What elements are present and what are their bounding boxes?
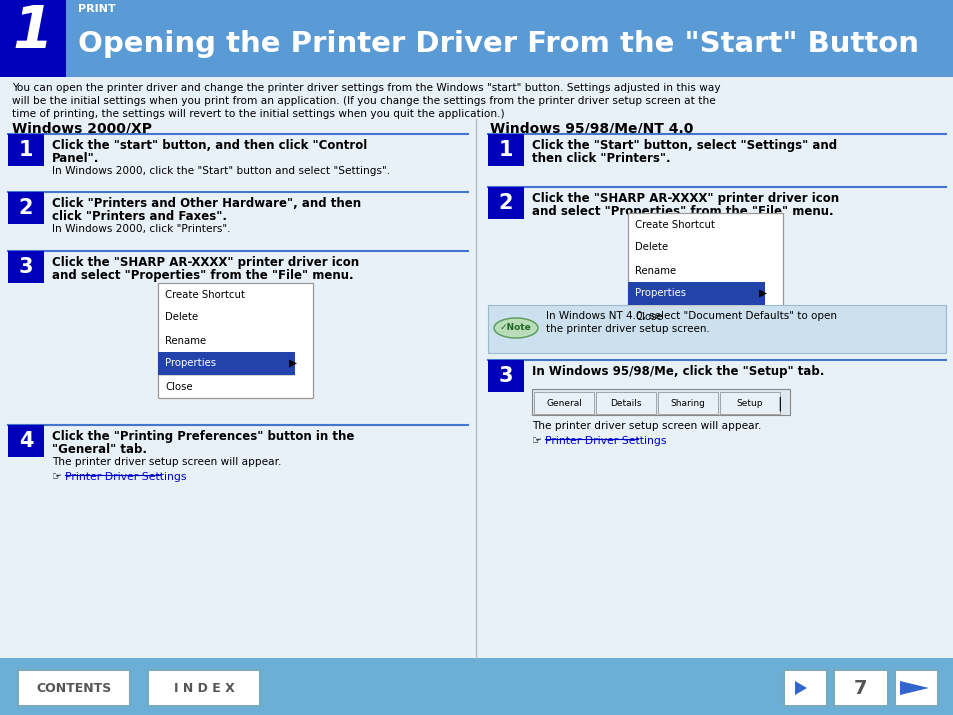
Bar bbox=[8, 134, 44, 166]
Text: Close: Close bbox=[635, 312, 662, 322]
Text: "General" tab.: "General" tab. bbox=[52, 443, 147, 456]
Polygon shape bbox=[759, 290, 766, 297]
Text: Printer Driver Settings: Printer Driver Settings bbox=[65, 472, 186, 482]
Text: In Windows 2000, click "Printers".: In Windows 2000, click "Printers". bbox=[52, 224, 231, 234]
Bar bbox=[158, 283, 313, 398]
Bar bbox=[8, 425, 44, 457]
Bar bbox=[894, 670, 937, 706]
Bar bbox=[627, 282, 764, 305]
Text: Click the "SHARP AR-XXXX" printer driver icon: Click the "SHARP AR-XXXX" printer driver… bbox=[52, 256, 358, 269]
Bar bbox=[658, 392, 718, 414]
Text: Delete: Delete bbox=[635, 242, 667, 252]
Bar bbox=[18, 670, 130, 706]
Bar bbox=[627, 213, 782, 328]
Text: Click the "SHARP AR-XXXX" printer driver icon: Click the "SHARP AR-XXXX" printer driver… bbox=[532, 192, 839, 205]
Text: ☞: ☞ bbox=[532, 436, 541, 446]
Text: General: General bbox=[545, 398, 581, 408]
Bar bbox=[720, 392, 780, 414]
Bar bbox=[532, 389, 789, 415]
Text: 2: 2 bbox=[498, 193, 513, 213]
Bar bbox=[783, 670, 826, 706]
Text: 3: 3 bbox=[19, 257, 33, 277]
Text: Sharing: Sharing bbox=[670, 398, 704, 408]
Text: click "Printers and Faxes".: click "Printers and Faxes". bbox=[52, 210, 227, 223]
Text: Create Shortcut: Create Shortcut bbox=[635, 220, 714, 230]
Text: Close: Close bbox=[165, 382, 193, 392]
Text: 7: 7 bbox=[853, 679, 867, 698]
Text: then click "Printers".: then click "Printers". bbox=[532, 152, 670, 165]
Text: Properties: Properties bbox=[635, 288, 685, 298]
Bar bbox=[0, 0, 953, 77]
Text: CONTENTS: CONTENTS bbox=[36, 681, 112, 694]
Bar bbox=[148, 670, 260, 706]
Text: In Windows 95/98/Me, click the "Setup" tab.: In Windows 95/98/Me, click the "Setup" t… bbox=[532, 365, 823, 378]
Bar bbox=[0, 658, 953, 715]
Text: time of printing, the settings will revert to the initial settings when you quit: time of printing, the settings will reve… bbox=[12, 109, 504, 119]
Text: You can open the printer driver and change the printer driver settings from the : You can open the printer driver and chan… bbox=[12, 83, 720, 93]
Text: Click "Printers and Other Hardware", and then: Click "Printers and Other Hardware", and… bbox=[52, 197, 361, 210]
Bar bbox=[488, 134, 523, 166]
Text: ✓Note: ✓Note bbox=[499, 323, 532, 332]
Text: Setup: Setup bbox=[736, 398, 762, 408]
Text: 4: 4 bbox=[19, 431, 33, 451]
Text: 1: 1 bbox=[19, 140, 33, 160]
Text: ☞: ☞ bbox=[52, 472, 62, 482]
Text: Windows 2000/XP: Windows 2000/XP bbox=[12, 121, 152, 135]
Text: 1: 1 bbox=[12, 4, 53, 61]
Bar bbox=[8, 192, 44, 224]
Text: I N D E X: I N D E X bbox=[173, 681, 234, 694]
Text: 3: 3 bbox=[498, 366, 513, 386]
Text: 2: 2 bbox=[19, 198, 33, 218]
Text: Windows 95/98/Me/NT 4.0: Windows 95/98/Me/NT 4.0 bbox=[490, 121, 693, 135]
Text: Panel".: Panel". bbox=[52, 152, 99, 165]
Text: In Windows 2000, click the "Start" button and select "Settings".: In Windows 2000, click the "Start" butto… bbox=[52, 166, 390, 176]
Text: and select "Properties" from the "File" menu.: and select "Properties" from the "File" … bbox=[52, 269, 354, 282]
Text: PRINT: PRINT bbox=[78, 4, 115, 14]
Text: Click the "start" button, and then click "Control: Click the "start" button, and then click… bbox=[52, 139, 367, 152]
Bar bbox=[488, 360, 523, 392]
Text: The printer driver setup screen will appear.: The printer driver setup screen will app… bbox=[52, 457, 281, 467]
Bar bbox=[833, 670, 887, 706]
Bar bbox=[534, 392, 594, 414]
Text: Create Shortcut: Create Shortcut bbox=[165, 290, 245, 300]
Text: Properties: Properties bbox=[165, 358, 216, 368]
Polygon shape bbox=[794, 681, 806, 695]
Bar bbox=[158, 352, 294, 375]
Text: Opening the Printer Driver From the "Start" Button: Opening the Printer Driver From the "Sta… bbox=[78, 30, 918, 58]
Text: Details: Details bbox=[610, 398, 641, 408]
Text: Click the "Printing Preferences" button in the: Click the "Printing Preferences" button … bbox=[52, 430, 354, 443]
Text: Printer Driver Settings: Printer Driver Settings bbox=[544, 436, 666, 446]
Bar bbox=[596, 392, 656, 414]
Text: Rename: Rename bbox=[635, 265, 676, 275]
Text: will be the initial settings when you print from an application. (If you change : will be the initial settings when you pr… bbox=[12, 96, 715, 106]
Polygon shape bbox=[289, 360, 296, 368]
Text: and select "Properties" from the "File" menu.: and select "Properties" from the "File" … bbox=[532, 205, 833, 218]
Bar bbox=[8, 251, 44, 283]
Text: Delete: Delete bbox=[165, 312, 198, 322]
Text: the printer driver setup screen.: the printer driver setup screen. bbox=[545, 324, 709, 334]
Text: The printer driver setup screen will appear.: The printer driver setup screen will app… bbox=[532, 421, 760, 431]
Text: 1: 1 bbox=[498, 140, 513, 160]
Bar bbox=[0, 0, 66, 77]
Polygon shape bbox=[899, 681, 928, 695]
Bar bbox=[0, 77, 953, 660]
Text: |: | bbox=[777, 397, 781, 411]
Text: Click the "Start" button, select "Settings" and: Click the "Start" button, select "Settin… bbox=[532, 139, 836, 152]
Text: In Windows NT 4.0, select "Document Defaults" to open: In Windows NT 4.0, select "Document Defa… bbox=[545, 311, 836, 321]
Bar bbox=[488, 305, 945, 353]
Text: Rename: Rename bbox=[165, 335, 206, 345]
Ellipse shape bbox=[494, 318, 537, 338]
Bar bbox=[488, 187, 523, 219]
